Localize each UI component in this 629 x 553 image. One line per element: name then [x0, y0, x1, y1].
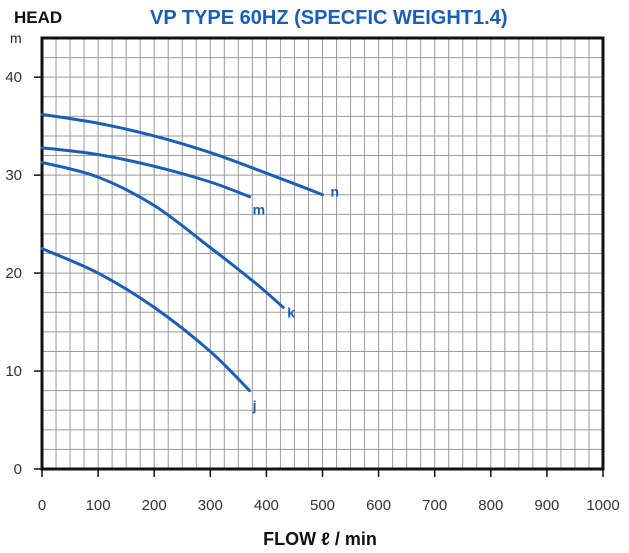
series-label-j: j: [252, 398, 257, 414]
y-tick-label: 40: [5, 69, 22, 86]
y-tick-label: 30: [5, 167, 22, 184]
x-tick-label: 300: [198, 497, 223, 514]
chart-title: VP TYPE 60HZ (SPECFIC WEIGHT1.4): [150, 7, 507, 29]
series-label-k: k: [287, 304, 295, 320]
series-line-k: [40, 160, 285, 309]
x-tick-label: 500: [310, 497, 335, 514]
y-tick-label: 20: [5, 265, 22, 282]
series-label-m: m: [253, 202, 265, 218]
y-axis-label: HEAD: [14, 8, 62, 27]
series-line-j: [40, 247, 252, 393]
series-line-n: [40, 112, 324, 197]
axis-ticks: 0 100 200 300 400 500 600 700 800 900 1000 0 10 20 30 4…: [5, 69, 619, 514]
x-tick-label: 400: [254, 497, 279, 514]
grid: [41, 37, 604, 470]
y-axis-unit: m: [10, 30, 22, 46]
x-tick-label: 600: [366, 497, 391, 514]
x-tick-label: 100: [86, 497, 111, 514]
x-tick-label: 900: [534, 497, 559, 514]
series-label-n: n: [331, 184, 340, 200]
x-tick-label: 700: [422, 497, 447, 514]
x-tick-label: 800: [478, 497, 503, 514]
x-axis-label: FLOW ℓ / min: [263, 529, 377, 549]
y-tick-label: 10: [5, 363, 22, 380]
x-tick-label: 0: [38, 497, 46, 514]
y-tick-label: 0: [14, 461, 22, 478]
series-labels: n m k j: [252, 184, 339, 414]
x-tick-label: 1000: [586, 497, 619, 514]
series-lines: [40, 112, 324, 393]
x-tick-label: 200: [142, 497, 167, 514]
series-line-m: [40, 146, 252, 199]
